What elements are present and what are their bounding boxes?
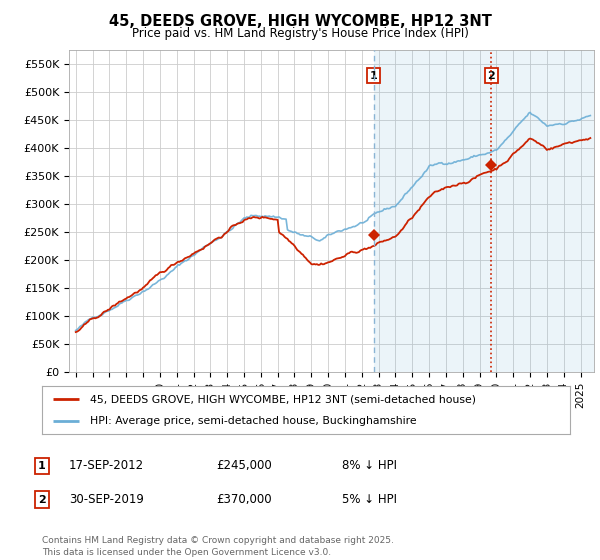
Text: 30-SEP-2019: 30-SEP-2019 <box>69 493 144 506</box>
Text: 45, DEEDS GROVE, HIGH WYCOMBE, HP12 3NT: 45, DEEDS GROVE, HIGH WYCOMBE, HP12 3NT <box>109 14 491 29</box>
Bar <box>374 50 598 372</box>
Text: HPI: Average price, semi-detached house, Buckinghamshire: HPI: Average price, semi-detached house,… <box>89 416 416 426</box>
Text: £245,000: £245,000 <box>216 459 272 473</box>
Text: 1: 1 <box>38 461 46 471</box>
Text: Contains HM Land Registry data © Crown copyright and database right 2025.
This d: Contains HM Land Registry data © Crown c… <box>42 536 394 557</box>
Text: £370,000: £370,000 <box>216 493 272 506</box>
Text: 8% ↓ HPI: 8% ↓ HPI <box>342 459 397 473</box>
Text: 1: 1 <box>370 71 377 81</box>
Text: 2: 2 <box>38 494 46 505</box>
Text: Price paid vs. HM Land Registry's House Price Index (HPI): Price paid vs. HM Land Registry's House … <box>131 27 469 40</box>
Text: 17-SEP-2012: 17-SEP-2012 <box>69 459 144 473</box>
Text: 45, DEEDS GROVE, HIGH WYCOMBE, HP12 3NT (semi-detached house): 45, DEEDS GROVE, HIGH WYCOMBE, HP12 3NT … <box>89 394 476 404</box>
Text: 5% ↓ HPI: 5% ↓ HPI <box>342 493 397 506</box>
Text: 2: 2 <box>488 71 496 81</box>
